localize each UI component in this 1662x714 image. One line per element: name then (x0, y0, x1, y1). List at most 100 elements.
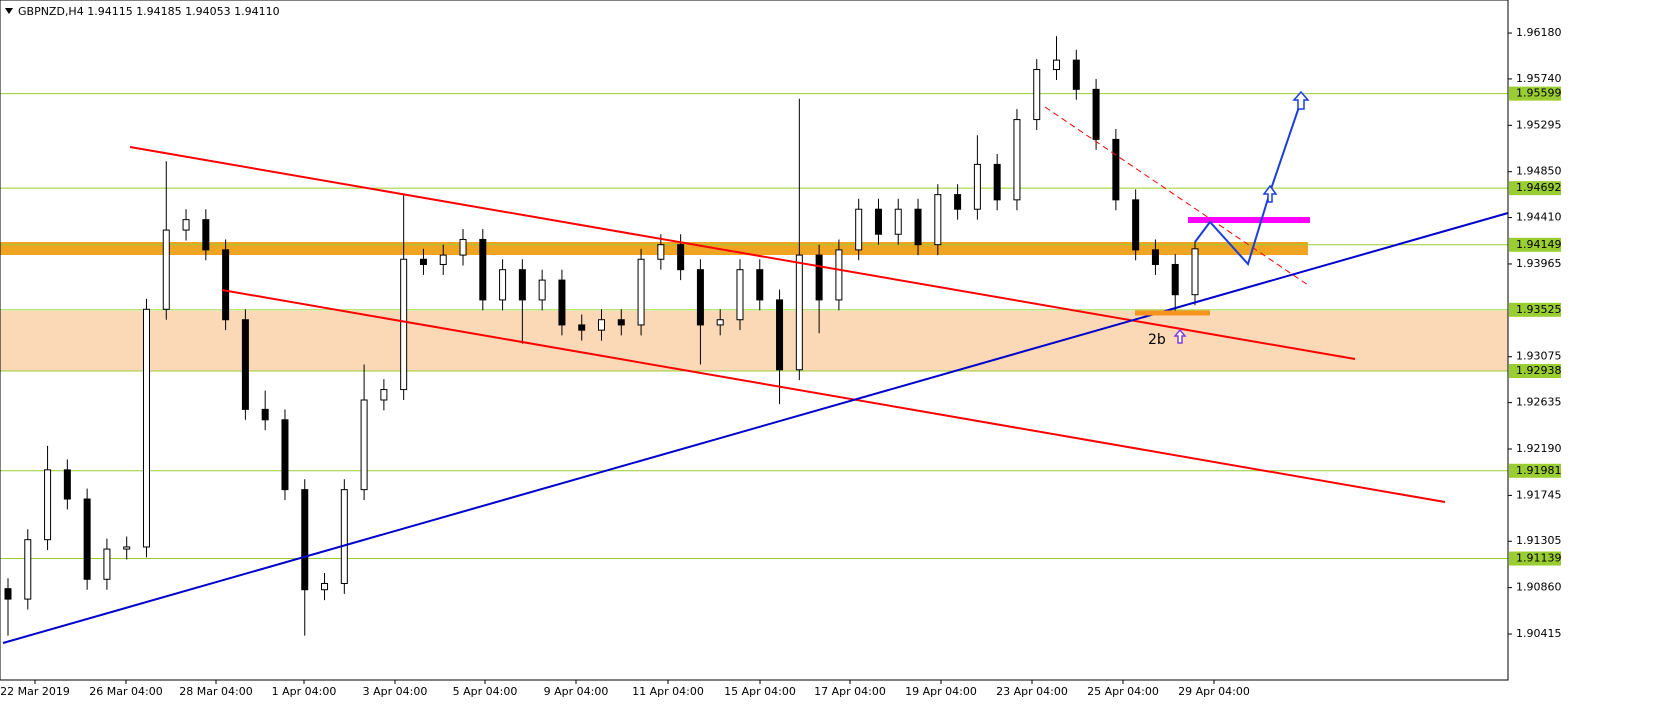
candle-body (479, 238, 487, 301)
channel-lower (221, 289, 1446, 503)
candle-body (934, 194, 942, 246)
candle-body (1053, 59, 1061, 71)
level-label-bg (1509, 551, 1561, 566)
level-label: 1.93525 (1516, 303, 1562, 316)
candle-body (103, 548, 111, 580)
candle-body (1112, 138, 1120, 201)
candle-body (222, 249, 230, 321)
x-tick-label: 25 Apr 04:00 (1087, 685, 1159, 698)
candle-body (993, 163, 1001, 201)
candle-body (855, 208, 863, 251)
candle-body (1033, 69, 1041, 121)
y-tick-label: 1.95295 (1516, 118, 1562, 131)
candle-body (578, 324, 586, 331)
candle-body (321, 582, 329, 591)
candle-body (973, 163, 981, 210)
arrow-up (1262, 184, 1278, 203)
x-tick-label: 19 Apr 04:00 (905, 685, 977, 698)
level-label-bg (1509, 463, 1561, 478)
x-tick-label: 11 Apr 04:00 (632, 685, 704, 698)
dashed-line (1044, 106, 1309, 286)
y-tick-label: 1.92190 (1516, 442, 1562, 455)
y-tick-label: 1.94850 (1516, 165, 1562, 178)
plot-frame (0, 0, 1509, 681)
candle-body (63, 469, 71, 500)
candle-body (736, 269, 744, 321)
candle-body (4, 588, 12, 600)
annotation: 2b (1148, 332, 1166, 348)
y-tick-label: 1.91305 (1516, 534, 1562, 547)
candle-body (954, 194, 962, 210)
candle-body (617, 319, 625, 326)
level-label: 1.94149 (1516, 238, 1562, 251)
arrow-up (1292, 90, 1310, 110)
menu-triangle (5, 8, 13, 14)
y-tick-label: 1.90415 (1516, 627, 1562, 640)
candle-body (202, 219, 210, 251)
candle-body (360, 399, 368, 491)
y-tick-label: 1.93075 (1516, 350, 1562, 363)
y-tick-label: 1.95740 (1516, 72, 1562, 85)
candle-body (1191, 248, 1199, 296)
candle-body (142, 308, 150, 548)
x-tick-label: 5 Apr 04:00 (453, 685, 518, 698)
candle-body (874, 208, 882, 235)
x-tick-label: 15 Apr 04:00 (724, 685, 796, 698)
candle-body (83, 498, 91, 580)
axis: 1.96180 1.95740 1.95295 1.94850 1.94410 1.939… (0, 26, 1561, 698)
level-label-bg (1509, 181, 1561, 196)
candle-body (914, 208, 922, 246)
candles (4, 36, 1199, 636)
candle-body (815, 254, 823, 301)
level-label: 1.91139 (1516, 552, 1562, 565)
candle-body (538, 279, 546, 301)
y-tick-label: 1.94410 (1516, 211, 1562, 224)
candle-body (459, 238, 467, 256)
candle-body (301, 489, 309, 591)
candle-body (657, 244, 665, 260)
candle-body (894, 208, 902, 235)
y-tick-label: 1.92635 (1516, 396, 1562, 409)
candle-body (123, 546, 131, 550)
level-label: 1.94692 (1516, 181, 1562, 194)
y-tick-label: 1.96180 (1516, 26, 1562, 39)
candle-body (1013, 119, 1021, 201)
x-tick-label: 29 Apr 04:00 (1178, 685, 1250, 698)
candle-body (1151, 249, 1159, 265)
candle-body (182, 219, 190, 231)
candle-body (677, 244, 685, 271)
x-tick-label: 9 Apr 04:00 (544, 685, 609, 698)
projection (1194, 103, 1301, 266)
levels (0, 93, 1508, 560)
x-tick-label: 1 Apr 04:00 (272, 685, 337, 698)
y-tick-label: 1.93965 (1516, 257, 1562, 270)
candle-body (44, 469, 52, 541)
y-tick-label: 1.90860 (1516, 581, 1562, 594)
candle-body (162, 229, 170, 310)
candle-body (1132, 199, 1140, 251)
x-tick-label: 22 Mar 2019 (0, 685, 70, 698)
level-label-bg (1509, 364, 1561, 379)
x-tick-label: 17 Apr 04:00 (814, 685, 886, 698)
x-tick-label: 28 Mar 04:00 (179, 685, 252, 698)
header: GBPNZD,H4 1.94115 1.94185 1.94053 1.9411… (18, 5, 280, 18)
candle-body (241, 319, 249, 410)
level-label: 1.91981 (1516, 464, 1562, 477)
candle-body (261, 408, 269, 421)
candle-body (637, 258, 645, 326)
y-tick-label: 1.91745 (1516, 488, 1562, 501)
candle-body (1092, 88, 1100, 140)
candle-body (419, 258, 427, 265)
candle-body (439, 254, 447, 265)
candle-body (24, 539, 32, 600)
candle-body (598, 319, 605, 331)
candle-body (835, 249, 843, 301)
candle-body (340, 489, 348, 584)
level-label-bg (1509, 237, 1561, 252)
candle-body (795, 254, 803, 371)
level-label: 1.95599 (1516, 87, 1562, 100)
x-tick-label: 23 Apr 04:00 (996, 685, 1068, 698)
resistance-zone (0, 242, 1308, 255)
candle-body (518, 269, 526, 301)
